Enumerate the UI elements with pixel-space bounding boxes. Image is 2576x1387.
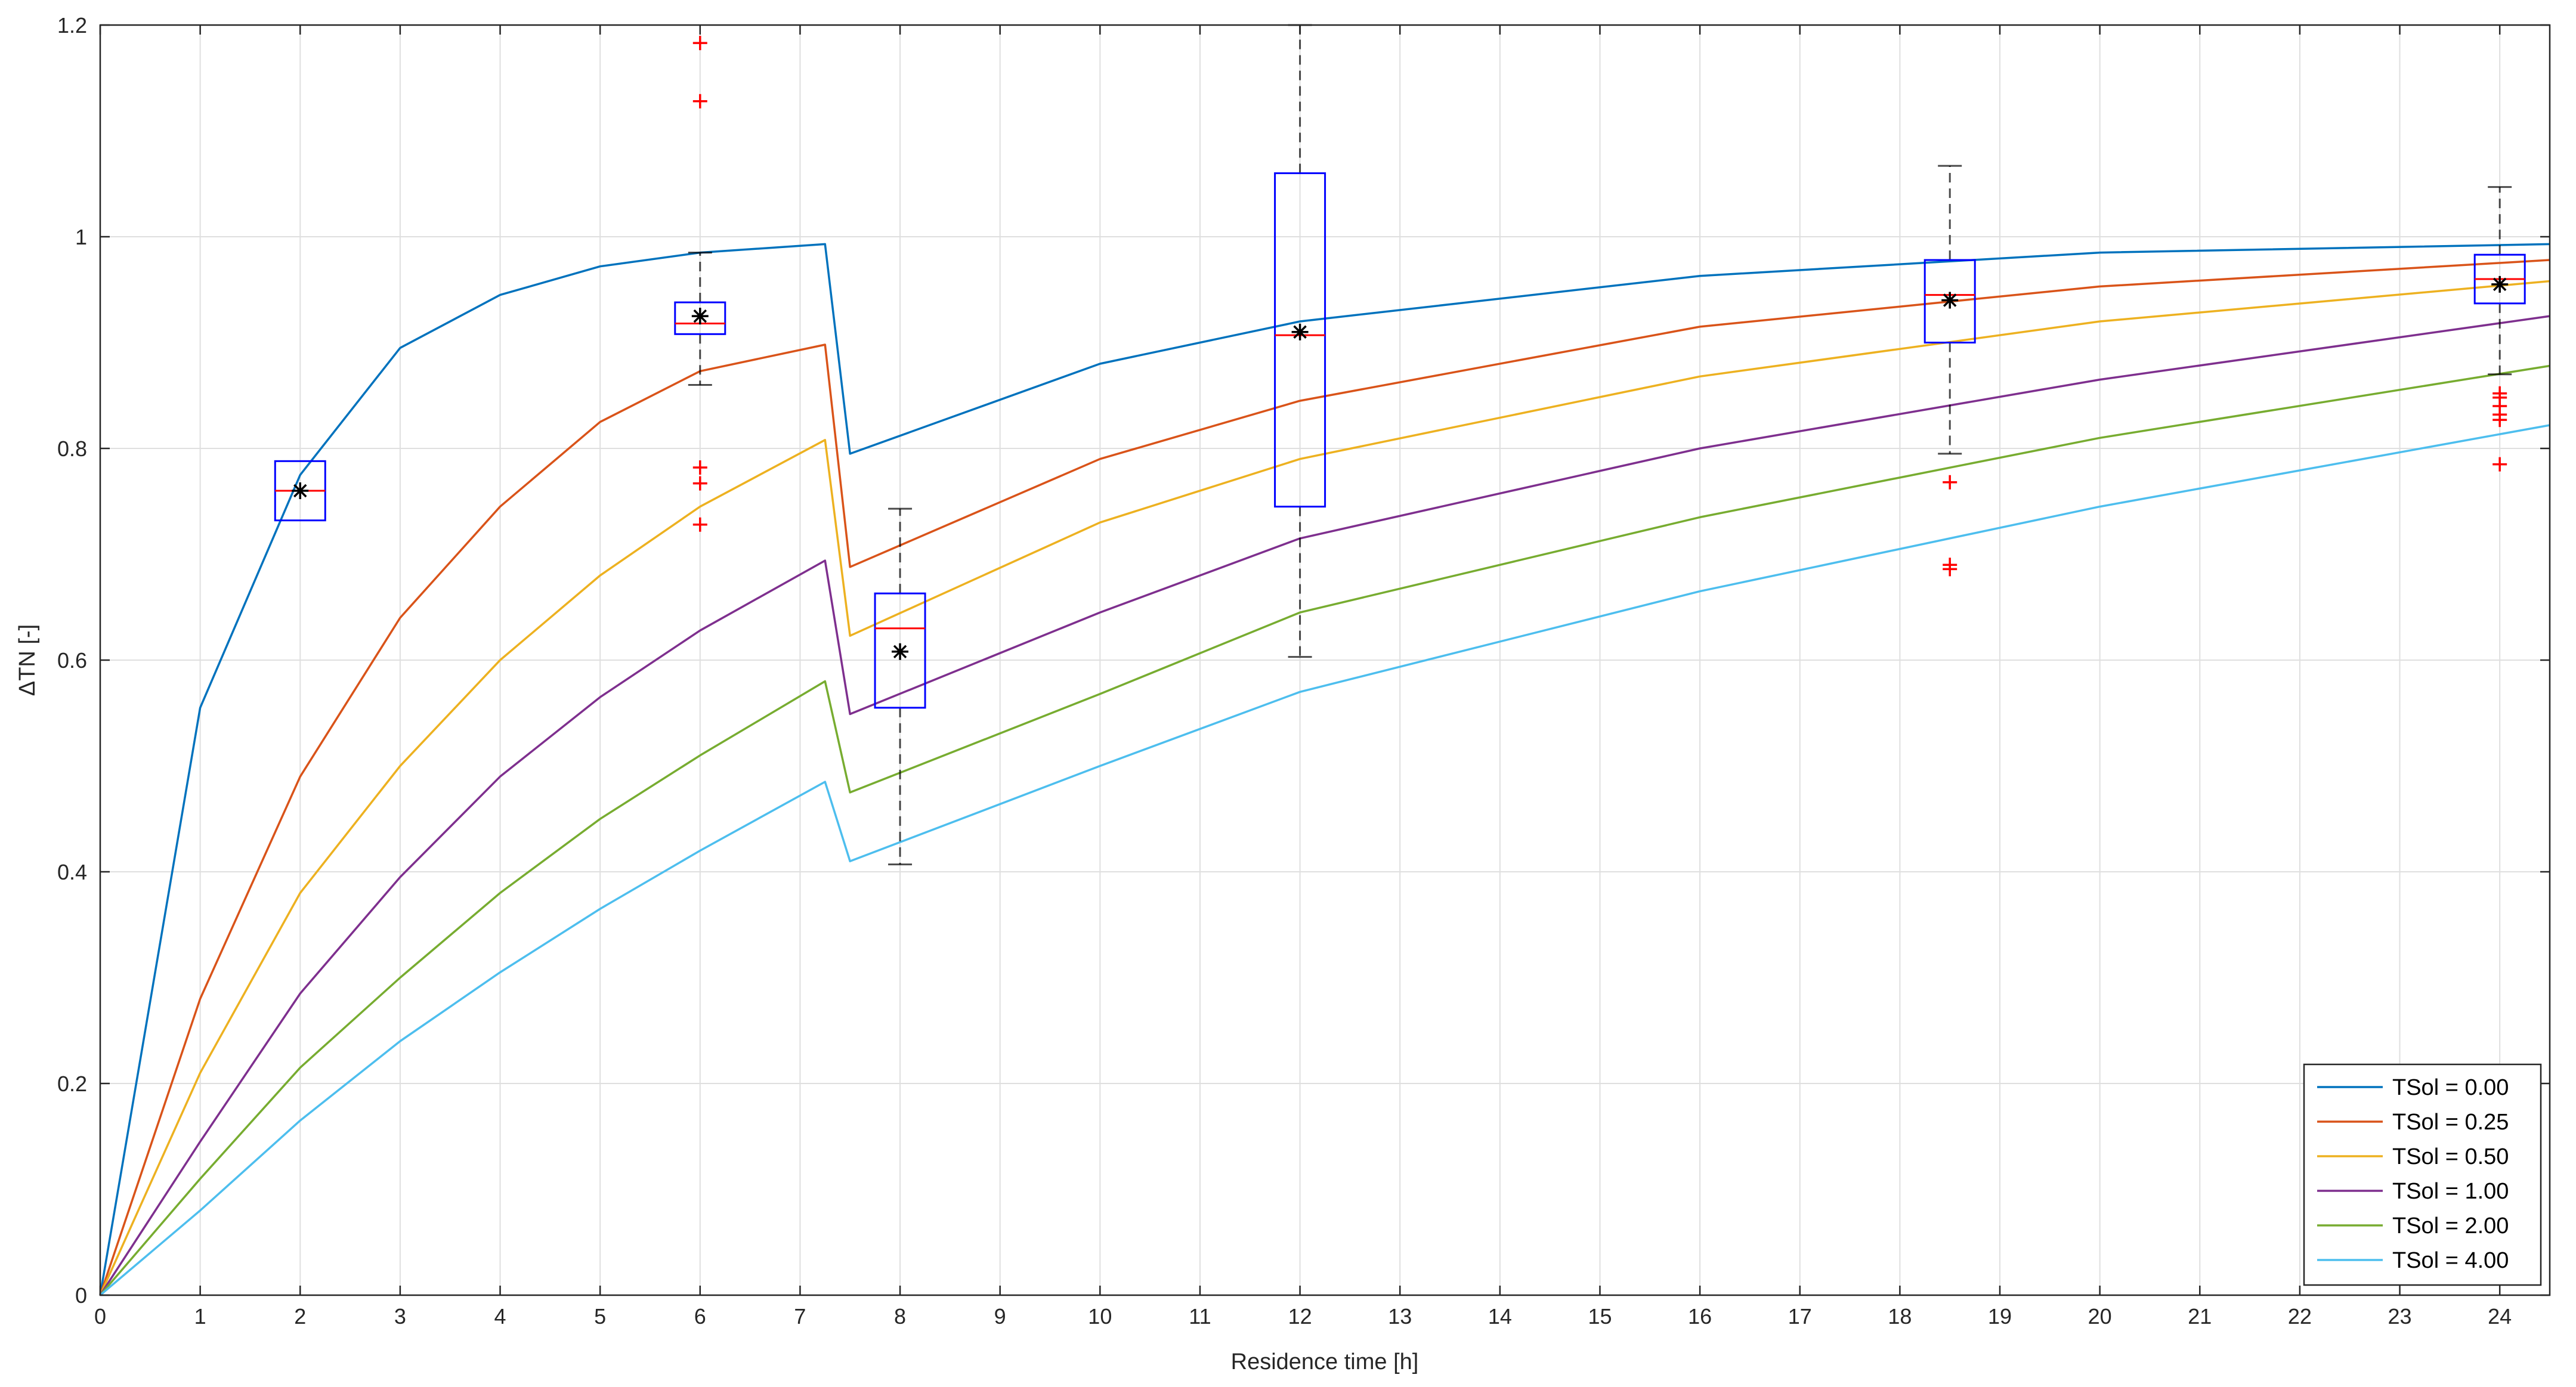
x-tick-label: 4 bbox=[494, 1304, 506, 1329]
x-tick-label: 22 bbox=[2288, 1304, 2312, 1329]
boxplot-4 bbox=[1924, 165, 1976, 577]
x-tick-label: 5 bbox=[594, 1304, 606, 1329]
x-axis-label: Residence time [h] bbox=[1231, 1349, 1419, 1374]
boxplot-5 bbox=[2473, 186, 2526, 472]
legend-label-4: TSol = 2.00 bbox=[2392, 1213, 2509, 1239]
outlier-marker bbox=[1943, 475, 1957, 490]
y-tick-label: 0 bbox=[75, 1283, 87, 1308]
legend: TSol = 0.00 TSol = 0.25 TSol = 0.50 TSol = … bbox=[2303, 1063, 2542, 1286]
y-axis-label: ΔTN [-] bbox=[15, 624, 40, 696]
outlier-marker bbox=[692, 94, 707, 109]
x-tick-label: 23 bbox=[2388, 1304, 2412, 1329]
boxplot-2 bbox=[874, 507, 926, 866]
series-line-4 bbox=[99, 364, 2550, 1296]
x-tick-label: 24 bbox=[2488, 1304, 2512, 1329]
x-tick-label: 8 bbox=[894, 1304, 906, 1329]
outlier-marker bbox=[2492, 413, 2507, 428]
boxplot-0 bbox=[274, 460, 326, 522]
x-tick-label: 17 bbox=[1788, 1304, 1812, 1329]
outlier-marker bbox=[692, 517, 707, 532]
legend-label-3: TSol = 1.00 bbox=[2392, 1179, 2509, 1204]
legend-box bbox=[2303, 1063, 2542, 1286]
outlier-marker bbox=[692, 476, 707, 491]
box bbox=[1924, 259, 1976, 343]
legend-label-1: TSol = 0.25 bbox=[2392, 1110, 2509, 1135]
series-line-3 bbox=[99, 315, 2550, 1296]
x-tick-label: 18 bbox=[1888, 1304, 1912, 1329]
x-tick-label: 13 bbox=[1388, 1304, 1412, 1329]
outlier-marker bbox=[1943, 562, 1957, 577]
legend-label-0: TSol = 0.00 bbox=[2392, 1075, 2509, 1100]
legend-label-2: TSol = 0.50 bbox=[2392, 1144, 2509, 1169]
x-tick-label: 11 bbox=[1189, 1304, 1211, 1329]
x-tick-label: 9 bbox=[994, 1304, 1006, 1329]
mean-marker bbox=[292, 482, 309, 499]
series-line-2 bbox=[99, 280, 2550, 1296]
series-line-5 bbox=[99, 424, 2550, 1296]
x-tick-label: 15 bbox=[1588, 1304, 1612, 1329]
x-tick-label: 6 bbox=[694, 1304, 706, 1329]
mean-marker bbox=[892, 643, 909, 660]
outlier-marker bbox=[692, 36, 707, 51]
box bbox=[874, 592, 926, 709]
series-layer bbox=[99, 243, 2550, 1296]
x-tick-label: 12 bbox=[1288, 1304, 1312, 1329]
mean-marker bbox=[2491, 275, 2509, 293]
y-tick-label: 1.2 bbox=[57, 13, 87, 38]
x-tick-label: 0 bbox=[94, 1304, 106, 1329]
box bbox=[1274, 172, 1326, 508]
x-tick-label: 19 bbox=[1988, 1304, 2012, 1329]
y-tick-label: 0.4 bbox=[57, 860, 87, 884]
x-tick-label: 16 bbox=[1688, 1304, 1712, 1329]
legend-label-5: TSol = 4.00 bbox=[2392, 1248, 2509, 1273]
axis-ticks: 0 1 2 3 4 5 6 7 8 9 10 11 12 13 14 15 16 17 18 19 20 21 22 23 24… bbox=[57, 13, 2550, 1329]
x-tick-label: 2 bbox=[294, 1304, 306, 1329]
x-tick-label: 20 bbox=[2088, 1304, 2112, 1329]
outlier-marker bbox=[2492, 457, 2507, 472]
x-tick-label: 21 bbox=[2188, 1304, 2212, 1329]
y-tick-label: 0.2 bbox=[57, 1072, 87, 1096]
y-tick-label: 0.6 bbox=[57, 648, 87, 673]
mean-marker bbox=[1941, 292, 1959, 309]
x-tick-label: 14 bbox=[1488, 1304, 1512, 1329]
outlier-marker bbox=[692, 460, 707, 475]
series-line-0 bbox=[99, 243, 2550, 1296]
y-tick-label: 0.8 bbox=[57, 436, 87, 461]
mean-marker bbox=[1291, 323, 1309, 340]
x-tick-label: 1 bbox=[194, 1304, 206, 1329]
mean-marker bbox=[691, 308, 709, 325]
x-tick-label: 7 bbox=[794, 1304, 806, 1329]
boxplot-1 bbox=[674, 36, 726, 532]
y-tick-label: 1 bbox=[75, 225, 87, 249]
boxplot-layer bbox=[274, 24, 2526, 866]
series-line-1 bbox=[99, 259, 2550, 1296]
box bbox=[674, 301, 726, 335]
x-tick-label: 3 bbox=[394, 1304, 406, 1329]
x-tick-label: 10 bbox=[1088, 1304, 1112, 1329]
